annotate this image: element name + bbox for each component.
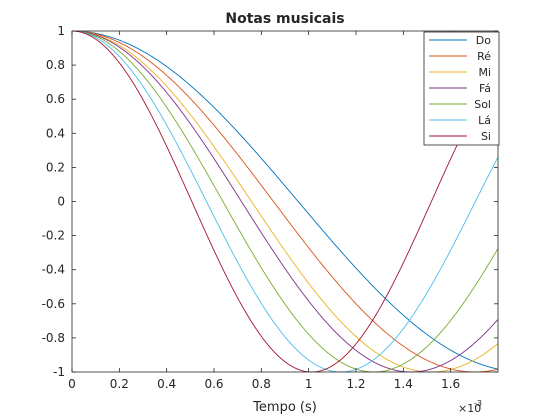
- legend-label: Lá: [478, 114, 491, 127]
- legend-label: Do: [476, 34, 491, 47]
- x-tick-label: 0.8: [252, 377, 271, 391]
- x-exponent-power: -3: [474, 399, 482, 408]
- y-tick-label: -0.2: [42, 229, 65, 243]
- y-tick-label: -1: [53, 365, 65, 379]
- x-tick-label: 1: [305, 377, 313, 391]
- legend-label: Fá: [479, 82, 491, 95]
- y-tick-label: 0.8: [46, 58, 65, 72]
- x-axis-label: Tempo (s): [252, 400, 317, 415]
- series-line-1: [72, 31, 498, 372]
- legend-box: [423, 31, 500, 146]
- y-tick-label: 0: [57, 195, 65, 209]
- series-line-6: [72, 31, 498, 372]
- y-tick-label: 1: [57, 24, 65, 38]
- legend: Do Ré Mi Fá Sol Lá Si: [423, 31, 500, 146]
- chart-title: Notas musicais: [225, 11, 344, 27]
- series-line-4: [72, 31, 498, 372]
- axes-layer: 0 0.2 0.4 0.6 0.8 1 1.2 1.4 1.6 -1 -0.8 -0.6 -0.4 -0.…: [42, 24, 499, 391]
- legend-label: Ré: [477, 50, 491, 63]
- x-tick-label: 0: [68, 377, 76, 391]
- x-tick-label: 0.4: [157, 377, 176, 391]
- x-tick-label: 0.6: [204, 377, 223, 391]
- legend-label: Sol: [474, 98, 491, 111]
- y-tick-label: -0.4: [42, 263, 65, 277]
- series-line-0: [72, 31, 498, 370]
- legend-items: Do Ré Mi Fá Sol Lá Si: [429, 34, 491, 143]
- x-tick-label: 1.2: [346, 377, 365, 391]
- x-axis-exponent: ×10 -3: [458, 399, 482, 415]
- y-tick-label: 0.4: [46, 126, 65, 140]
- legend-label: Mi: [478, 66, 491, 79]
- y-tick-label: 0.6: [46, 92, 65, 106]
- y-tick-label: 0.2: [46, 160, 65, 174]
- y-tick-label: -0.8: [42, 331, 65, 345]
- x-tick-label: 1.4: [394, 377, 413, 391]
- series-line-3: [72, 31, 498, 372]
- legend-label: Si: [481, 130, 491, 143]
- y-tick-label: -0.6: [42, 297, 65, 311]
- x-tick-label: 0.2: [110, 377, 129, 391]
- x-tick-label: 1.6: [441, 377, 460, 391]
- series-line-5: [72, 31, 498, 372]
- x-exponent-base: ×10: [458, 402, 481, 415]
